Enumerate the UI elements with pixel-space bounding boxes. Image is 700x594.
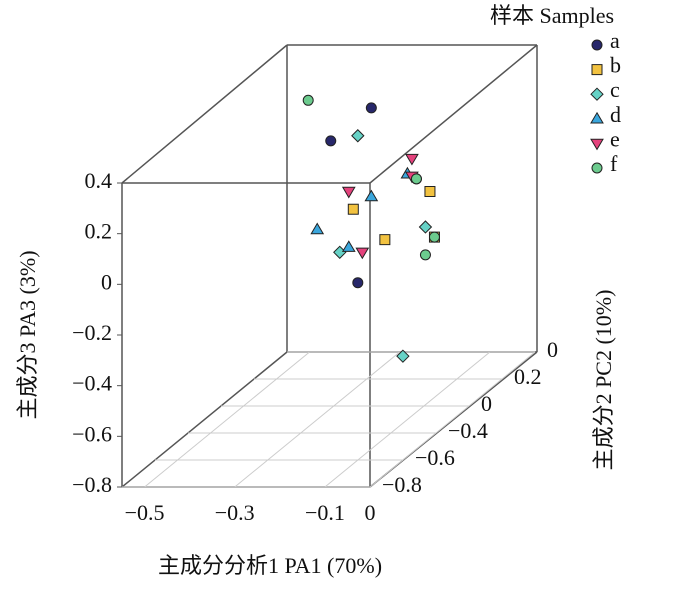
- y-tick-label: −0.8: [382, 472, 422, 497]
- point: [352, 277, 364, 289]
- z-tick-label: −0.8: [72, 472, 112, 497]
- point: [355, 247, 370, 260]
- point: [405, 153, 419, 166]
- legend-label: f: [610, 151, 618, 176]
- y-axis-label: 主成分2 PC2 (10%): [591, 290, 616, 471]
- y-tick-label: 0: [547, 337, 558, 362]
- point: [424, 186, 436, 197]
- z-tick-label: 0.4: [85, 168, 113, 193]
- z-tick-label: −0.4: [72, 371, 112, 396]
- floor-grid-line: [369, 351, 536, 488]
- legend-title: 样本 Samples: [490, 3, 614, 28]
- legend-marker: [590, 138, 604, 151]
- legend-label: a: [610, 28, 620, 53]
- y-tick-label: −0.6: [415, 445, 455, 470]
- point: [410, 173, 422, 185]
- y-tick-label: 0.2: [514, 364, 542, 389]
- floor-grid-line: [144, 351, 310, 488]
- z-tick-label: 0: [101, 269, 112, 294]
- z-tick-label: −0.2: [72, 320, 112, 345]
- legend-marker: [591, 64, 603, 76]
- point: [365, 102, 377, 114]
- legend-label: b: [610, 53, 621, 78]
- legend-label: c: [610, 77, 620, 102]
- floor-grid-line: [324, 351, 491, 488]
- point: [310, 222, 325, 235]
- point: [341, 240, 356, 252]
- legend-marker: [591, 162, 603, 174]
- point: [419, 249, 431, 261]
- x-tick-label: 0: [365, 500, 376, 525]
- legend-label: e: [610, 126, 620, 151]
- legend-marker: [591, 39, 603, 51]
- z-tick-label: 0.2: [85, 219, 113, 244]
- point: [428, 231, 440, 243]
- x-axis-label: 主成分分析1 PA1 (70%): [158, 553, 382, 578]
- floor-grid-line: [234, 351, 401, 488]
- x-tick-label: −0.3: [215, 500, 255, 525]
- x-tick-label: −0.1: [305, 500, 345, 525]
- point: [418, 220, 433, 234]
- point: [379, 234, 391, 246]
- z-tick-label: −0.6: [72, 421, 112, 446]
- z-axis-label: 主成分3 PA3 (3%): [15, 250, 40, 419]
- legend-label: d: [610, 102, 621, 127]
- point: [364, 189, 379, 202]
- point: [347, 203, 359, 215]
- legend-marker: [590, 87, 604, 101]
- point: [341, 186, 356, 199]
- point: [302, 94, 314, 106]
- point: [333, 245, 347, 260]
- legend-marker: [590, 111, 604, 124]
- point: [325, 135, 337, 147]
- point: [351, 129, 365, 143]
- y-tick-label: −0.4: [448, 418, 488, 443]
- point: [396, 349, 410, 363]
- x-tick-label: −0.5: [125, 500, 165, 525]
- y-tick-label: 0: [481, 391, 492, 416]
